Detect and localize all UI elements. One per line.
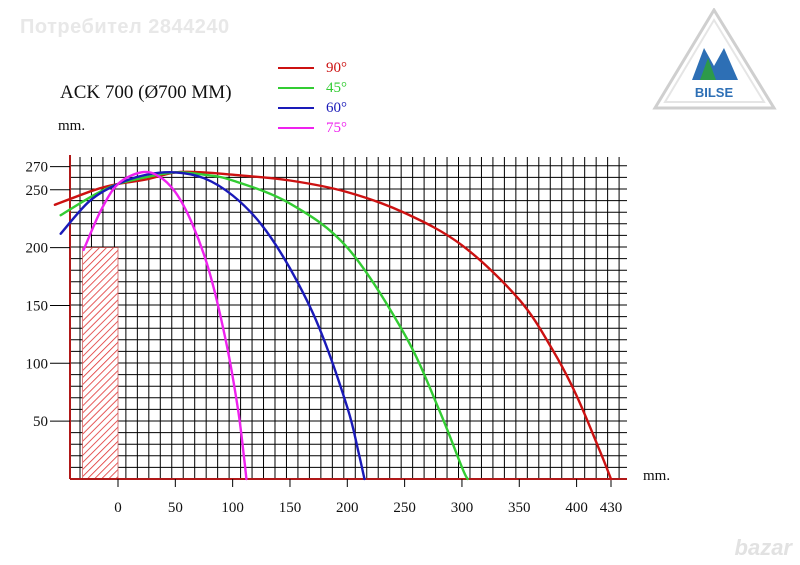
legend-label-45: 45° [326,79,347,96]
x-tick-label: 430 [600,500,623,516]
legend-swatch-60 [278,107,314,109]
x-tick-label: 50 [168,500,183,516]
y-tick-label: 270 [26,160,49,176]
x-tick-label: 250 [393,500,416,516]
x-tick-label: 0 [114,500,122,516]
x-axis-unit: mm. [643,468,671,484]
grid [70,157,627,480]
legend-swatch-45 [278,87,314,89]
y-tick-label: 50 [33,414,48,430]
legend-item-60: 60° [278,98,347,118]
chart-title: ACK 700 (Ø700 MM) [60,82,232,103]
y-tick-label: 100 [26,356,49,372]
series-line-3 [82,170,248,481]
x-tick-label: 400 [565,500,588,516]
legend-item-75: 75° [278,118,347,138]
y-axis-unit: mm. [58,118,86,134]
x-tick-label: 350 [508,500,531,516]
legend: 90° 45° 60° 75° [278,58,347,138]
legend-item-90: 90° [278,58,347,78]
x-tick-label: 300 [451,500,474,516]
bazar-watermark: bazar [734,535,792,560]
watermark: Потребител 2844240 [20,16,230,38]
legend-label-75: 75° [326,119,347,136]
series-line-0 [53,170,613,481]
x-tick-label: 200 [336,500,359,516]
x-tick-label: 150 [279,500,302,516]
legend-swatch-75 [278,127,314,129]
logo-mountain-green [700,58,716,80]
y-tick-label: 250 [26,183,49,199]
x-tick-label: 100 [221,500,244,516]
y-tick-label: 150 [26,298,49,314]
legend-swatch-90 [278,67,314,69]
legend-label-90: 90° [326,59,347,76]
y-tick-label: 200 [26,241,49,257]
logo-text: BILSE [695,85,734,100]
legend-label-60: 60° [326,99,347,116]
legend-item-45: 45° [278,78,347,98]
bilse-logo: BILSE [652,8,777,110]
hatched-block [82,247,119,480]
